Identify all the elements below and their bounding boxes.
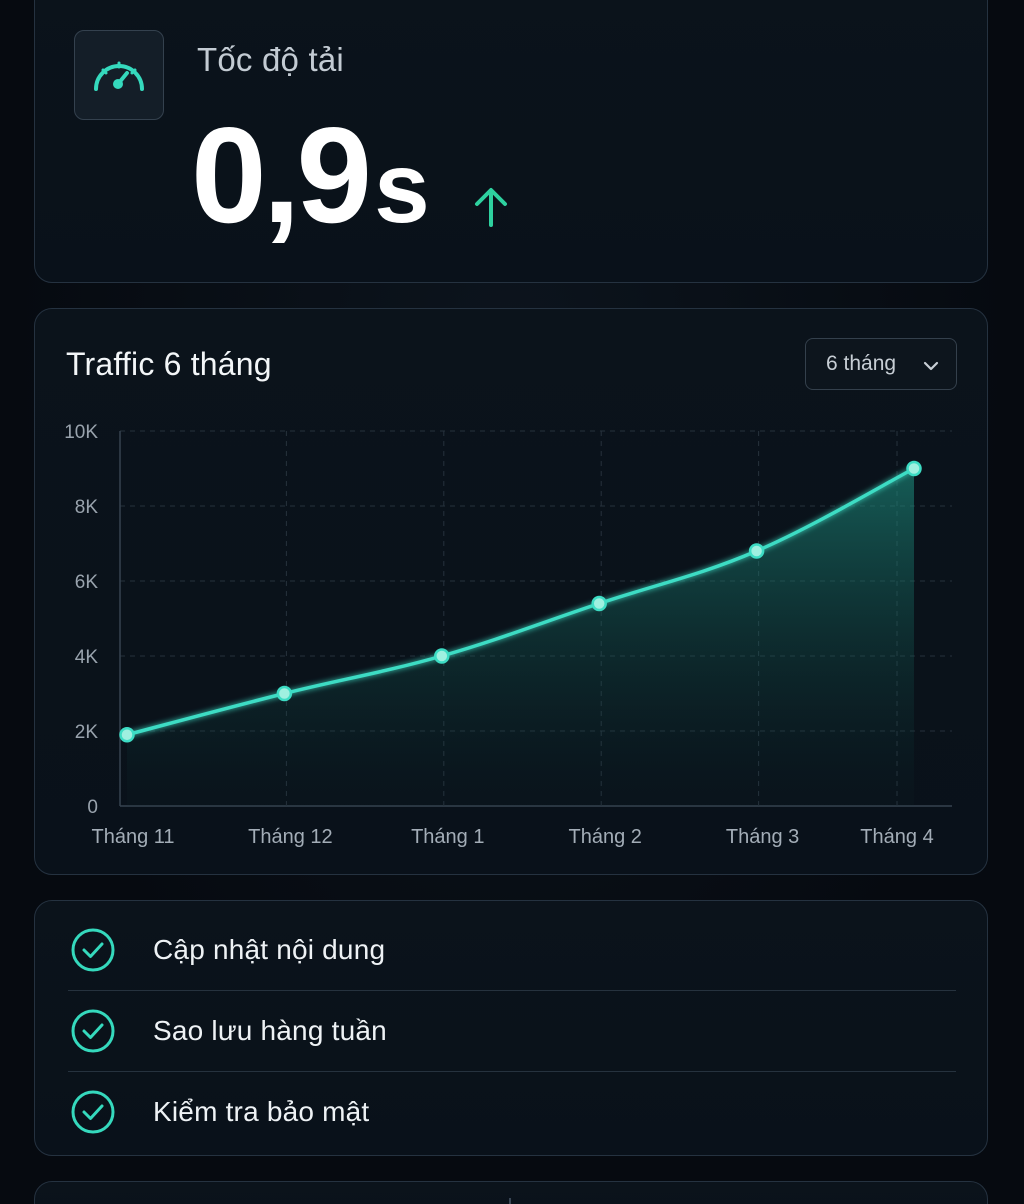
x-tick-label: Tháng 3 (726, 826, 799, 848)
data-point (434, 648, 450, 664)
divider (509, 1198, 511, 1204)
y-tick-label: 4K (75, 647, 99, 668)
x-tick-label: Tháng 12 (248, 826, 333, 848)
load-speed-value: 0,9s (191, 107, 430, 243)
load-speed-label: Tốc độ tải (197, 41, 344, 78)
checklist-item: Sao lưu hàng tuần (68, 991, 956, 1072)
check-circle-icon (71, 928, 115, 972)
y-tick-label: 2K (75, 722, 99, 743)
traffic-chart-card: Traffic 6 tháng 6 tháng 0 2K 4K 6K 8K 10K Thá… (34, 308, 988, 875)
checklist-item-label: Kiểm tra bảo mật (153, 1096, 370, 1127)
load-speed-unit: s (374, 132, 430, 244)
checklist-item: Kiểm tra bảo mật (68, 1072, 956, 1152)
series-line (125, 466, 916, 737)
data-point (591, 595, 607, 612)
series-area (127, 468, 914, 806)
checklist-card: Cập nhật nội dung Sao lưu hàng tuần Kiểm… (34, 900, 988, 1156)
period-dropdown-value: 6 tháng (826, 352, 897, 375)
data-point (906, 460, 922, 477)
y-tick-label: 10K (64, 422, 98, 443)
chevron-down-icon (922, 355, 940, 379)
check-circle-icon (71, 1009, 115, 1053)
traffic-line-chart: 0 2K 4K 6K 8K 10K Tháng 11 Tháng 12 Tháng 1 Thán… (64, 422, 952, 848)
x-tick-label: Tháng 11 (91, 826, 174, 848)
load-speed-card: Tốc độ tải 0,9s (34, 0, 988, 283)
period-dropdown[interactable]: 6 tháng (805, 338, 957, 390)
speedometer-icon (74, 30, 164, 120)
y-tick-label: 0 (87, 797, 98, 818)
check-circle-icon (71, 1090, 115, 1134)
x-tick-label: Tháng 2 (569, 826, 642, 848)
y-tick-label: 8K (75, 497, 99, 518)
data-point (748, 543, 765, 559)
checklist-item-label: Cập nhật nội dung (153, 934, 386, 965)
data-point (119, 727, 135, 743)
next-card (34, 1181, 988, 1204)
chart-title: Traffic 6 tháng (66, 346, 272, 382)
x-tick-label: Tháng 1 (411, 826, 484, 848)
x-tick-label: Tháng 4 (860, 826, 933, 848)
data-point (276, 685, 293, 702)
load-speed-number: 0,9 (191, 99, 372, 251)
checklist-item: Cập nhật nội dung (68, 910, 956, 991)
arrow-up-icon (473, 185, 509, 234)
y-tick-label: 6K (75, 572, 99, 593)
checklist-item-label: Sao lưu hàng tuần (153, 1015, 387, 1046)
